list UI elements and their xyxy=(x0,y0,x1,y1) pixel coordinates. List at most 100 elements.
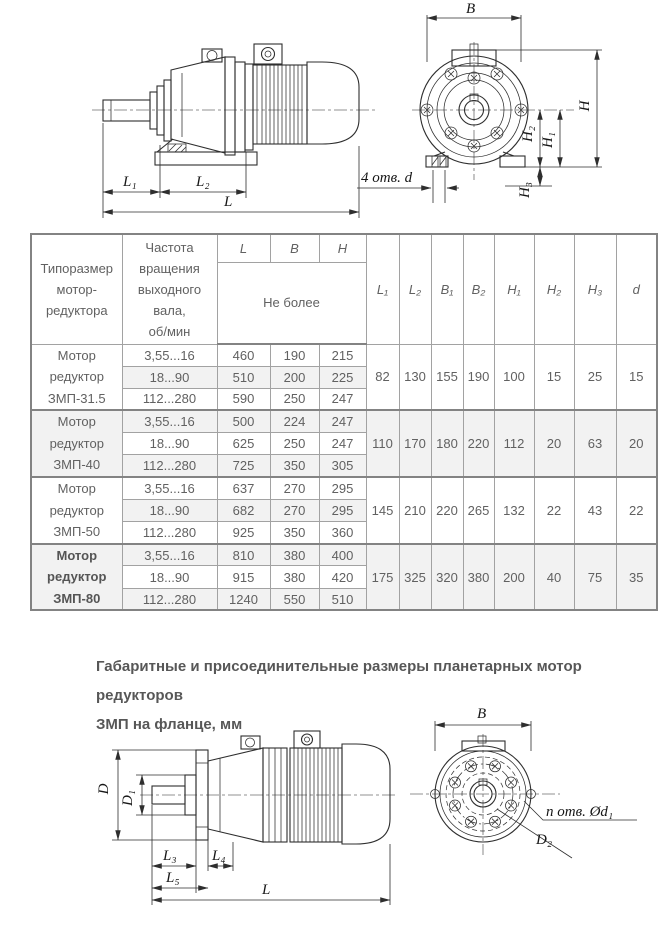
header-H2: H₂ xyxy=(533,233,575,345)
header-B2: B₂ xyxy=(462,233,495,345)
group-name: Мотор редуктор ЗМП-50 xyxy=(30,475,123,545)
cell-freq: 18...90 xyxy=(121,498,218,522)
bolt-circle xyxy=(452,763,514,825)
mounting-flange xyxy=(224,56,236,156)
cell-freq: 18...90 xyxy=(121,365,218,389)
cell-freq: 3,55...16 xyxy=(121,542,218,567)
cell-B: 224 xyxy=(269,409,320,433)
header-L2: L₂ xyxy=(398,233,432,345)
shaft-hole xyxy=(463,99,485,121)
eyebolt-lug xyxy=(253,43,283,65)
cell-H3: 75 xyxy=(573,542,617,611)
cell-B2: 380 xyxy=(462,542,495,611)
cell-freq: 3,55...16 xyxy=(121,343,218,367)
dim-label-L3: L₃ xyxy=(162,848,177,864)
dim-label-H2: H₂ xyxy=(520,126,536,143)
cell-B1: 180 xyxy=(430,409,464,478)
dim-label-L: L xyxy=(261,882,270,898)
flange-mounted-motor-drawing: D D₁ L₃ L₄ L₅ xyxy=(96,706,637,905)
cell-H: 215 xyxy=(318,343,367,367)
motor-side-view: L₁ L₂ L xyxy=(92,43,378,218)
cell-L: 500 xyxy=(216,409,271,433)
dim-label-B: B xyxy=(466,1,475,17)
cell-freq: 112...280 xyxy=(121,520,218,545)
cell-H2: 20 xyxy=(533,409,575,478)
cell-B1: 320 xyxy=(430,542,464,611)
rim-hole xyxy=(430,789,440,799)
cell-L: 682 xyxy=(216,498,271,522)
cell-L: 637 xyxy=(216,475,271,500)
keyway xyxy=(478,778,488,786)
cell-B2: 265 xyxy=(462,475,495,545)
foot-mounted-motor-drawing: L₁ L₂ L xyxy=(92,1,602,218)
foot-hole xyxy=(431,155,439,168)
dim-label-D1: D₁ xyxy=(120,790,136,807)
cell-H: 420 xyxy=(318,565,367,589)
cell-freq: 3,55...16 xyxy=(121,475,218,500)
cell-freq: 112...280 xyxy=(121,454,218,478)
header-not-more: Не более xyxy=(216,261,367,345)
gussets xyxy=(433,151,515,157)
cell-B: 270 xyxy=(269,475,320,500)
cell-L2: 210 xyxy=(398,475,432,545)
flange-front-view: B n отв. Ød₁ D₂ xyxy=(410,706,637,859)
foot-hole xyxy=(439,155,447,168)
dim-label-H3: H₃ xyxy=(517,182,533,199)
cell-freq: 18...90 xyxy=(121,431,218,456)
cell-L: 1240 xyxy=(216,587,271,611)
cell-L: 725 xyxy=(216,454,271,478)
cell-d: 35 xyxy=(615,542,658,611)
cell-H: 247 xyxy=(318,387,367,411)
motor-fins xyxy=(252,64,308,145)
cell-H2: 40 xyxy=(533,542,575,611)
cell-H1: 200 xyxy=(493,542,535,611)
cell-L: 625 xyxy=(216,431,271,456)
hatch xyxy=(168,143,187,153)
cell-B: 380 xyxy=(269,565,320,589)
extension-lines xyxy=(102,123,360,218)
cell-d: 15 xyxy=(615,343,658,411)
cell-L1: 175 xyxy=(365,542,400,611)
cell-H: 225 xyxy=(318,365,367,389)
cell-L: 510 xyxy=(216,365,271,389)
cell-H: 295 xyxy=(318,498,367,522)
cell-H3: 25 xyxy=(573,343,617,411)
leader-D2 xyxy=(496,808,573,859)
reducer-housing xyxy=(170,56,226,154)
group-name: Мотор редуктор ЗМП-80 xyxy=(30,542,123,611)
cell-d: 20 xyxy=(615,409,658,478)
cell-L1: 82 xyxy=(365,343,400,411)
flange-motor-side-view: D D₁ L₃ L₄ L₅ xyxy=(96,730,396,905)
cell-H: 295 xyxy=(318,475,367,500)
cell-B1: 155 xyxy=(430,343,464,411)
cell-L: 925 xyxy=(216,520,271,545)
shaft-collar xyxy=(149,91,158,130)
cell-B2: 220 xyxy=(462,409,495,478)
cell-d: 22 xyxy=(615,475,658,545)
header-H3: H₃ xyxy=(573,233,617,345)
leader-holes xyxy=(523,800,637,821)
header-typesize: Типоразмер мотор- редуктора xyxy=(30,233,123,345)
cell-B: 200 xyxy=(269,365,320,389)
header-B1: B₁ xyxy=(430,233,464,345)
cell-H1: 132 xyxy=(493,475,535,545)
cell-L1: 145 xyxy=(365,475,400,545)
dimensions-table: Типоразмер мотор- редуктора Частота вращ… xyxy=(30,233,658,612)
header-speed: Частота вращения выходного вала, об/мин xyxy=(121,233,218,345)
cell-freq: 112...280 xyxy=(121,387,218,411)
dim-label-L5: L₅ xyxy=(165,870,180,886)
cell-H1: 100 xyxy=(493,343,535,411)
cell-H1: 112 xyxy=(493,409,535,478)
cell-L: 915 xyxy=(216,565,271,589)
header-d: d xyxy=(615,233,658,345)
header-H: H xyxy=(318,233,367,263)
housing-outline xyxy=(419,55,529,165)
dim-label-H1: H₁ xyxy=(540,132,556,149)
left-foot xyxy=(425,155,449,168)
flange-screws xyxy=(449,760,517,828)
cell-L2: 325 xyxy=(398,542,432,611)
motor-end-cap xyxy=(306,61,360,145)
header-L1: L₁ xyxy=(365,233,400,345)
extension-lines xyxy=(151,805,391,905)
